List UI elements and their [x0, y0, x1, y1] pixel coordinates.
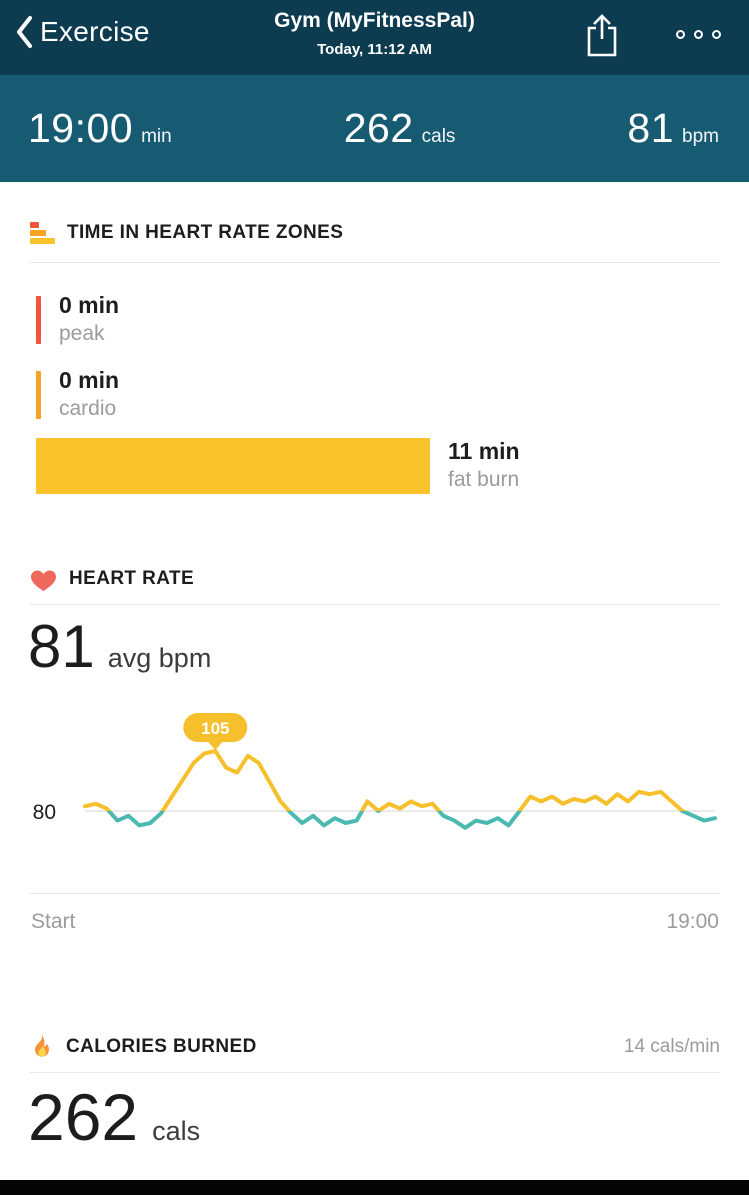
- calories-section: CALORIES BURNED 14 cals/min 262 cals: [0, 1032, 749, 1153]
- peak-tooltip-label: 105: [201, 719, 229, 738]
- avg-bpm-unit: avg bpm: [107, 643, 212, 673]
- heart-rate-zones-section: TIME IN HEART RATE ZONES 0 min peak 0 mi…: [0, 218, 749, 494]
- avg-heart-rate: 81 avg bpm: [0, 615, 749, 679]
- hr-line-in-zone: [83, 749, 688, 811]
- zone-bar-fat-burn: [36, 437, 430, 494]
- calories-section-title: CALORIES BURNED: [66, 1036, 257, 1057]
- heart-rate-chart[interactable]: 80 105: [0, 693, 749, 893]
- zones-bars-icon: [30, 222, 55, 244]
- back-chevron-icon: [17, 16, 32, 48]
- zone-row-fat-burn: 11 min fat burn: [36, 437, 749, 494]
- total-calories-value: 262: [28, 1080, 139, 1154]
- avg-bpm-value: 81: [28, 613, 95, 680]
- zone-fat-burn-value: 11 min: [448, 438, 520, 464]
- calories-value: 262: [343, 105, 414, 151]
- y-tick-label: 80: [33, 801, 56, 824]
- bpm-unit: bpm: [682, 126, 719, 147]
- chart-x-axis-labels: Start 19:00: [0, 910, 749, 936]
- zone-bar-peak: [36, 295, 41, 344]
- duration-value: 19:00: [28, 105, 134, 151]
- summary-stats-bar: 19:00 min 262 cals 81 bpm: [0, 75, 749, 182]
- peak-tooltip: 105: [183, 713, 248, 750]
- heart-rate-section-title: HEART RATE: [69, 568, 195, 589]
- bottom-bar: [0, 1180, 749, 1195]
- share-button[interactable]: [580, 8, 624, 62]
- calories-rate: 14 cals/min: [623, 1036, 720, 1057]
- stat-calories: 262 cals: [344, 105, 456, 152]
- hr-line-out-of-zone: [106, 811, 717, 830]
- more-options-button[interactable]: [676, 24, 721, 44]
- total-calories-unit: cals: [152, 1116, 201, 1146]
- zone-cardio-value: 0 min: [59, 367, 120, 393]
- heart-icon: [31, 570, 56, 591]
- top-nav-bar: Exercise Gym (MyFitnessPal) Today, 11:12…: [0, 0, 749, 75]
- bpm-value: 81: [627, 105, 675, 151]
- divider: [30, 262, 720, 263]
- heart-rate-section: HEART RATE 81 avg bpm 80 105 Start 19:00: [0, 564, 749, 936]
- ellipsis-dot-icon: [694, 29, 703, 39]
- calories-unit: cals: [421, 126, 456, 147]
- chart-baseline-divider: [30, 893, 720, 894]
- zones-section-title: TIME IN HEART RATE ZONES: [67, 222, 344, 243]
- total-calories: 262 cals: [0, 1081, 749, 1153]
- ellipsis-dot-icon: [712, 29, 721, 39]
- calories-section-header: CALORIES BURNED 14 cals/min: [0, 1032, 749, 1062]
- zone-peak-value: 0 min: [59, 292, 120, 318]
- divider: [30, 1072, 720, 1073]
- flame-icon: [35, 1034, 49, 1057]
- ellipsis-dot-icon: [676, 29, 685, 39]
- zone-bar-cardio: [36, 370, 41, 419]
- duration-unit: min: [141, 126, 172, 147]
- divider: [30, 604, 720, 605]
- back-button-label: Exercise: [40, 16, 150, 47]
- share-icon: [587, 14, 617, 57]
- x-axis-start-label: Start: [31, 910, 76, 933]
- stat-duration: 19:00 min: [28, 105, 172, 152]
- stat-heart-rate: 81 bpm: [627, 105, 719, 152]
- zone-cardio-label: cardio: [59, 397, 117, 420]
- zone-row-cardio: 0 min cardio: [36, 366, 749, 423]
- zone-peak-label: peak: [59, 322, 105, 345]
- zone-fat-burn-label: fat burn: [448, 468, 520, 491]
- x-axis-end-label: 19:00: [666, 910, 719, 933]
- scroll-content: TIME IN HEART RATE ZONES 0 min peak 0 mi…: [0, 182, 749, 1153]
- heart-rate-section-header: HEART RATE: [0, 564, 749, 594]
- back-button[interactable]: Exercise: [14, 14, 150, 50]
- zones-section-header: TIME IN HEART RATE ZONES: [0, 218, 749, 248]
- zone-row-peak: 0 min peak: [36, 291, 749, 348]
